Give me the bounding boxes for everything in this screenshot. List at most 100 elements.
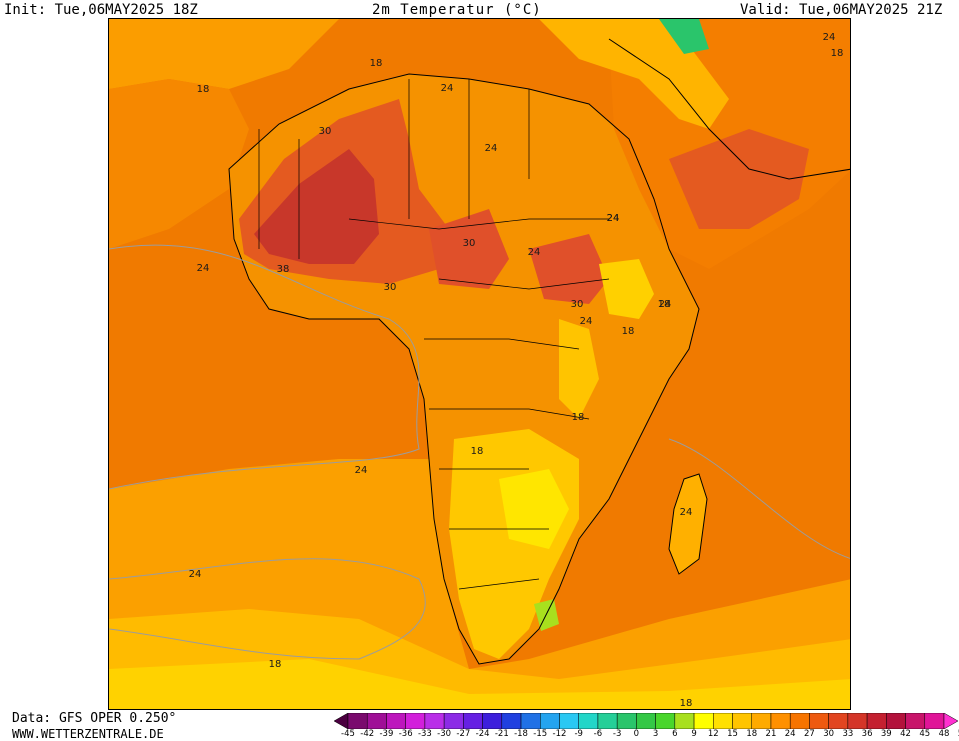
- colorbar-tick-label: -15: [533, 729, 548, 739]
- colorbar-tick-label: -42: [360, 729, 375, 739]
- colorbar-tick-label: 12: [707, 729, 719, 739]
- colorbar-segment: [540, 713, 560, 729]
- contour-label: 18: [831, 48, 844, 59]
- contour-label: 30: [319, 126, 332, 137]
- colorbar-tick-label: -18: [514, 729, 528, 739]
- colorbar-segment: [789, 713, 810, 729]
- colorbar-tick-label: 48: [938, 729, 950, 739]
- colorbar-segment: [751, 713, 772, 729]
- contour-21-south: [109, 558, 426, 660]
- sahara-hottest-core: [254, 149, 379, 264]
- contour-label: 24: [441, 83, 454, 94]
- contour-label: 18: [622, 326, 635, 337]
- colorbar-tick-label: 24: [784, 729, 796, 739]
- colorbar-segment: [905, 713, 926, 729]
- colorbar-segment: [732, 713, 752, 729]
- colorbar-segment: [655, 713, 676, 729]
- contour-label: 38: [277, 264, 290, 275]
- colorbar-segment: [405, 713, 426, 729]
- arabia-coastline: [608, 38, 850, 180]
- contour-label: 30: [463, 238, 476, 249]
- caucasus-cold-spot: [659, 19, 709, 54]
- colorbar-segment: [847, 713, 868, 729]
- contour-label: 24: [680, 507, 693, 518]
- contour-label: 18: [572, 412, 585, 423]
- colorbar-tick-label: -24: [475, 729, 490, 739]
- colorbar-segment: [674, 713, 695, 729]
- data-source-label: Data: GFS OPER 0.250°: [12, 711, 177, 726]
- colorbar-tick-label: -39: [379, 729, 394, 739]
- madagascar-coastline: [668, 473, 708, 575]
- contour-label: 24: [355, 465, 368, 476]
- colorbar-segment: [347, 713, 368, 729]
- colorbar-tick-label: 33: [842, 729, 854, 739]
- colorbar-segment: [886, 713, 906, 729]
- colorbar-tick-label: -12: [552, 729, 567, 739]
- colorbar-arrow-high: [943, 713, 958, 729]
- colorbar-tick-label: 45: [919, 729, 931, 739]
- colorbar-segment: [636, 713, 656, 729]
- colorbar-segment: [828, 713, 849, 729]
- init-time-label: Init: Tue,06MAY2025 18Z: [4, 2, 198, 18]
- colorbar-tick-label: -9: [574, 729, 583, 739]
- colorbar: [334, 713, 958, 729]
- colorbar-segment: [366, 713, 387, 729]
- colorbar-tick-label: 3: [652, 729, 659, 739]
- country-borders: [258, 79, 610, 590]
- contour-label: 18: [471, 446, 484, 457]
- colorbar-segment: [386, 713, 406, 729]
- colorbar-tick-label: -27: [456, 729, 471, 739]
- colorbar-tick-label: 51: [958, 729, 959, 740]
- colorbar-segment: [866, 713, 887, 729]
- colorbar-tick-label: 15: [727, 729, 738, 739]
- colorbar-segment: [713, 713, 733, 729]
- colorbar-tick-label: 18: [746, 729, 758, 739]
- contour-label: 24: [659, 299, 672, 310]
- colorbar-segment: [597, 713, 618, 729]
- contour-label: 24: [528, 247, 541, 258]
- colorbar-segment: [443, 713, 464, 729]
- contour-label: 18: [370, 58, 383, 69]
- colorbar-segment: [809, 713, 829, 729]
- contour-label: 24: [607, 213, 620, 224]
- contour-label: 30: [571, 299, 584, 310]
- africa-coastline: [228, 73, 700, 665]
- valid-time-label: Valid: Tue,06MAY2025 21Z: [740, 2, 943, 18]
- chad-hot-region: [429, 209, 509, 289]
- colorbar-segment: [578, 713, 599, 729]
- colorbar-tick-label: 36: [861, 729, 873, 739]
- contour-label: 30: [384, 282, 397, 293]
- colorbar-tick-label: 27: [803, 729, 815, 739]
- colorbar-tick-label: -30: [437, 729, 452, 739]
- ocean-cool-north: [109, 19, 339, 89]
- colorbar-tick-label: -21: [494, 729, 509, 739]
- east-africa-highlands: [559, 319, 599, 419]
- colorbar-segment: [463, 713, 483, 729]
- colorbar-segment: [520, 713, 541, 729]
- colorbar-tick-label: 6: [672, 729, 678, 739]
- colorbar-segment: [770, 713, 791, 729]
- colorbar-tick-label: 9: [691, 729, 697, 739]
- colorbar-tick-label: -6: [593, 729, 603, 739]
- colorbar-tick-label: 0: [633, 729, 640, 739]
- colorbar-tick-label: -33: [417, 729, 432, 739]
- colorbar-segment: [482, 713, 503, 729]
- colorbar-segment: [501, 713, 522, 729]
- contour-label: 24: [197, 263, 210, 274]
- ethiopia-cool-highlands: [599, 259, 654, 319]
- contour-label: 18: [680, 698, 693, 709]
- map-title: 2m Temperatur (°C): [372, 2, 542, 18]
- contour-label: 24: [580, 316, 593, 327]
- contour-24-west: [109, 244, 420, 490]
- site-label: WWW.WETTERZENTRALE.DE: [12, 727, 164, 741]
- colorbar-tick-label: 21: [765, 729, 777, 739]
- colorbar-tick-label: 30: [823, 729, 835, 739]
- colorbar-tick-label: 42: [900, 729, 911, 739]
- colorbar-segment: [693, 713, 714, 729]
- colorbar-tick-label: -36: [398, 729, 413, 739]
- madagascar-land: [669, 474, 707, 574]
- map-canvas: 18 18 24 30 24 30 24 24 24 38 30 30 24 2…: [109, 19, 850, 709]
- contour-label: 18: [658, 299, 671, 310]
- colorbar-tick-label: -45: [341, 729, 355, 739]
- contour-label: 18: [269, 659, 282, 670]
